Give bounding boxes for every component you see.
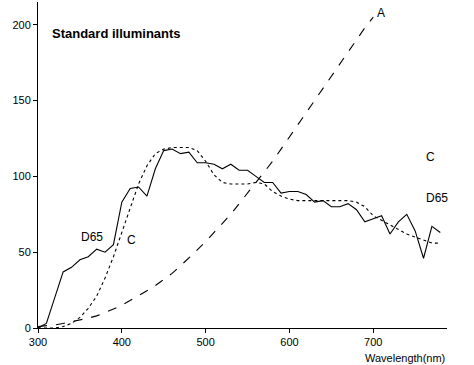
svg-text:Wavelength(nm): Wavelength(nm) [365,352,445,364]
svg-text:300: 300 [29,336,47,348]
svg-text:700: 700 [364,336,382,348]
svg-text:A: A [377,6,385,20]
svg-text:C: C [127,233,136,247]
svg-text:100: 100 [12,170,30,182]
svg-text:150: 150 [12,94,30,106]
svg-text:C: C [426,150,435,164]
svg-text:500: 500 [196,336,214,348]
svg-text:600: 600 [280,336,298,348]
svg-text:50: 50 [19,246,31,258]
svg-text:D65: D65 [81,230,103,244]
svg-text:D65: D65 [426,191,448,205]
svg-text:200: 200 [12,19,30,31]
svg-text:0: 0 [25,322,31,334]
svg-text:400: 400 [113,336,131,348]
svg-text:Standard illuminants: Standard illuminants [52,26,181,41]
